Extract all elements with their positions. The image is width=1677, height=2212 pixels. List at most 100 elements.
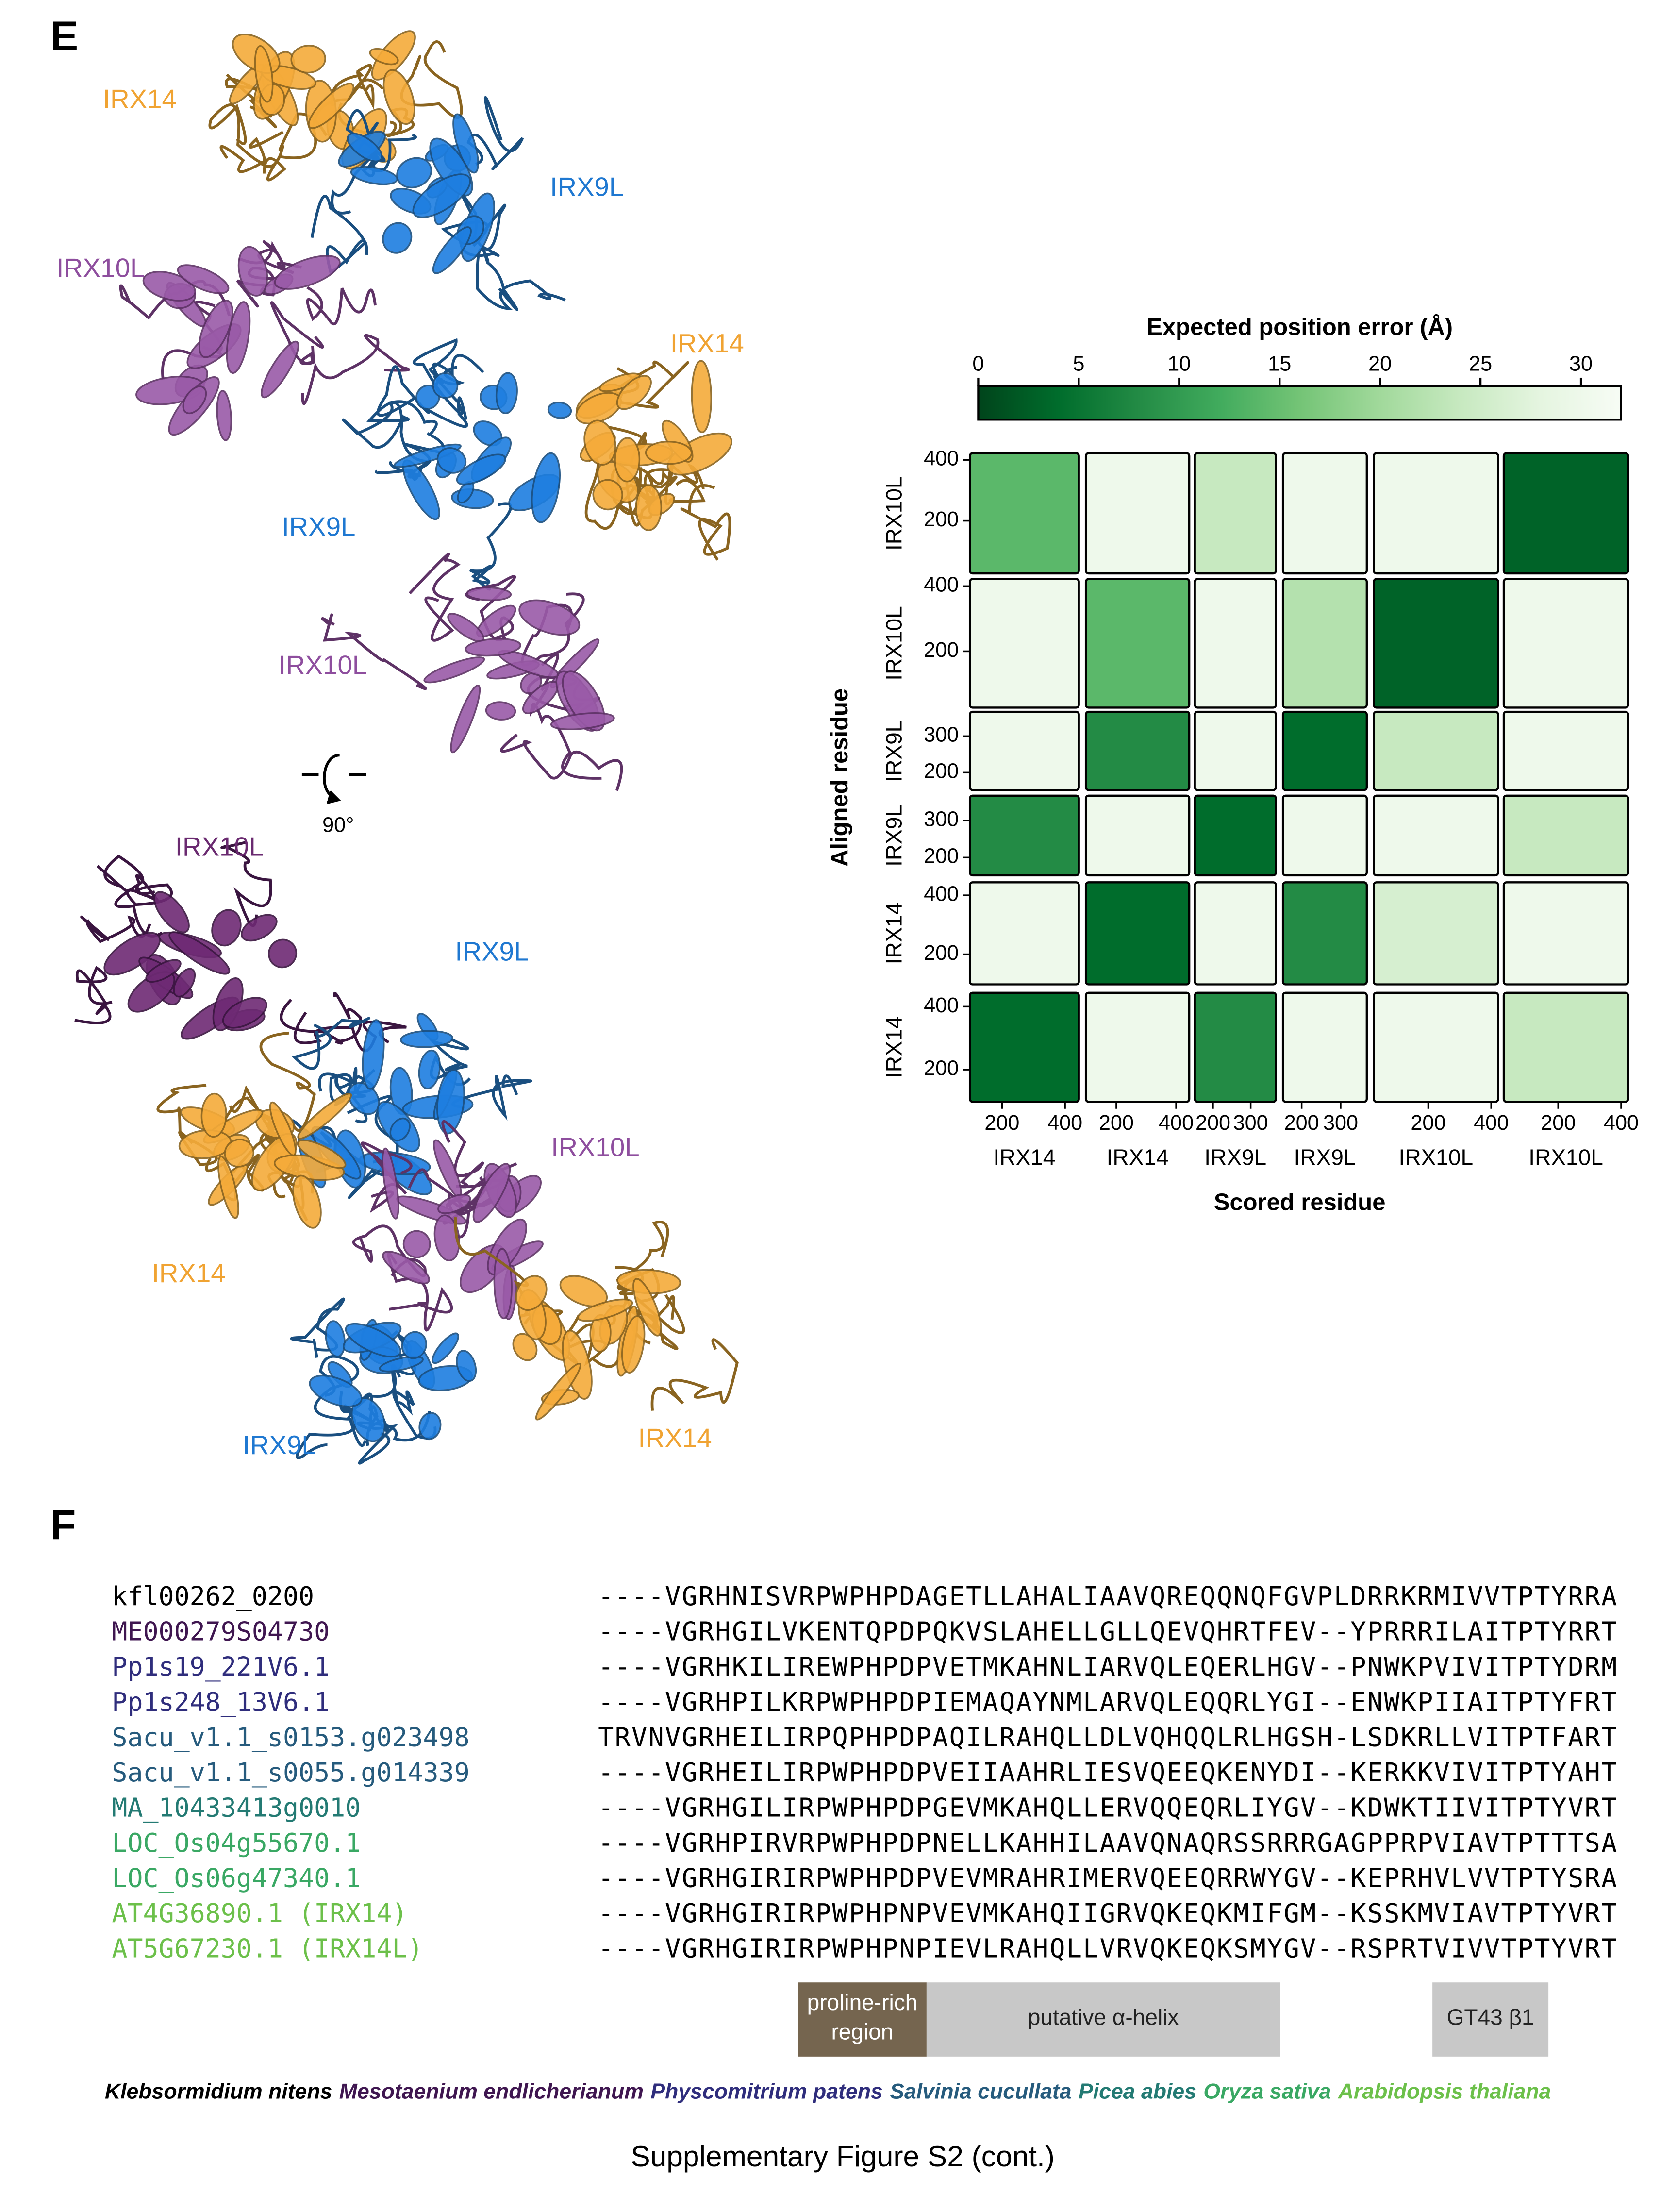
helix bbox=[485, 701, 516, 721]
helix bbox=[432, 372, 459, 399]
region-box bbox=[926, 1982, 1280, 2057]
helix bbox=[616, 375, 652, 410]
helix bbox=[173, 968, 196, 998]
coil bbox=[290, 1297, 345, 1358]
pae-block bbox=[1373, 578, 1499, 709]
pae-block bbox=[1502, 452, 1629, 575]
sequence: ----VGRHGILVKENTQPDPQKVSLAHELLGLLQEVQHRT… bbox=[598, 1617, 1617, 1647]
helix bbox=[269, 1101, 297, 1156]
x-tick-label: 200 bbox=[1284, 1111, 1319, 1135]
x-tick-label: 200 bbox=[984, 1111, 1019, 1135]
region-label: region bbox=[831, 2019, 893, 2044]
helix bbox=[369, 48, 399, 66]
sequence: ----VGRHGIRIRPWPHPNPVEVMKAHQIIGRVQKEQKMI… bbox=[598, 1898, 1617, 1928]
x-tick-label: 200 bbox=[1195, 1111, 1230, 1135]
structure-label: IRX9L bbox=[282, 511, 355, 541]
x-panel-label: IRX10L bbox=[1399, 1145, 1474, 1170]
y-panel-label: IRX9L bbox=[881, 804, 907, 867]
helix bbox=[432, 1332, 459, 1364]
helix bbox=[198, 300, 233, 358]
pae-block bbox=[1194, 794, 1277, 877]
helix bbox=[437, 1193, 471, 1214]
helix bbox=[598, 372, 641, 392]
species-name: Mesotaenium endlicherianum bbox=[339, 2079, 644, 2103]
helix bbox=[389, 1117, 411, 1141]
helix bbox=[379, 1356, 424, 1373]
colorbar-tick-label: 20 bbox=[1368, 352, 1392, 375]
structure-label: IRX14 bbox=[103, 84, 177, 114]
coil bbox=[387, 1252, 453, 1332]
y-tick-label: 200 bbox=[924, 1057, 959, 1080]
helix bbox=[237, 246, 268, 297]
helix bbox=[418, 1049, 441, 1089]
panel-letter: F bbox=[50, 1502, 76, 1548]
helix bbox=[592, 479, 623, 511]
pae-block bbox=[1084, 452, 1191, 575]
colorbar-tick-label: 30 bbox=[1569, 352, 1593, 375]
x-tick-label: 300 bbox=[1323, 1111, 1358, 1135]
helix bbox=[465, 638, 521, 657]
x-panel-label: IRX10L bbox=[1528, 1145, 1603, 1170]
y-tick-label: 400 bbox=[924, 994, 959, 1017]
y-tick-label: 200 bbox=[924, 845, 959, 868]
helix bbox=[666, 432, 732, 476]
helix bbox=[226, 301, 251, 374]
helix bbox=[177, 264, 230, 294]
helix bbox=[559, 1275, 608, 1307]
helix bbox=[168, 931, 231, 975]
x-tick-label: 400 bbox=[1047, 1111, 1082, 1135]
coil bbox=[96, 855, 163, 938]
structure-label: IRX14 bbox=[638, 1423, 712, 1453]
helix bbox=[217, 1156, 239, 1219]
helix bbox=[382, 1147, 399, 1220]
pae-block bbox=[1502, 578, 1629, 709]
colorbar-tick-label: 25 bbox=[1469, 352, 1492, 375]
species-name: Klebsormidium nitens bbox=[105, 2079, 332, 2103]
structure-label: IRX10L bbox=[279, 650, 367, 680]
pae-block bbox=[1373, 881, 1499, 986]
helix bbox=[290, 45, 326, 74]
colorbar-title: Expected position error (Å) bbox=[1146, 314, 1453, 340]
helix bbox=[127, 971, 175, 1013]
panel-letter: E bbox=[50, 13, 79, 60]
helix bbox=[216, 390, 232, 441]
colorbar-tick-label: 15 bbox=[1268, 352, 1291, 375]
x-panel-label: IRX14 bbox=[993, 1145, 1055, 1170]
coil bbox=[306, 286, 377, 326]
helix bbox=[309, 1374, 363, 1408]
helix bbox=[635, 484, 663, 531]
coil bbox=[451, 1074, 532, 1121]
colorbar-tick-label: 10 bbox=[1167, 352, 1191, 375]
rotation-label: 90° bbox=[322, 814, 354, 837]
helix bbox=[621, 1315, 646, 1374]
x-tick-label: 400 bbox=[1159, 1111, 1194, 1135]
helix bbox=[412, 173, 471, 218]
helix bbox=[362, 1019, 385, 1090]
pae-block bbox=[1502, 710, 1629, 791]
region-label: putative α-helix bbox=[1028, 2004, 1179, 2029]
helix bbox=[645, 440, 693, 465]
helix bbox=[382, 1251, 430, 1285]
sequence-name: Pp1s19_221V6.1 bbox=[112, 1652, 330, 1682]
pae-block bbox=[1084, 881, 1191, 986]
coil bbox=[650, 1338, 739, 1411]
x-tick-label: 400 bbox=[1604, 1111, 1639, 1135]
pae-block bbox=[968, 710, 1080, 791]
coil bbox=[342, 400, 438, 449]
pae-block bbox=[1281, 710, 1368, 791]
helix bbox=[325, 1320, 346, 1357]
helix bbox=[456, 453, 506, 486]
structure-label: IRX9L bbox=[455, 937, 529, 967]
pae-block bbox=[1281, 452, 1368, 575]
coil bbox=[220, 840, 272, 927]
sequence-name: Pp1s248_13V6.1 bbox=[112, 1687, 330, 1717]
pae-block bbox=[1084, 710, 1191, 791]
pae-block bbox=[1084, 794, 1191, 877]
sequence-name: LOC_Os04g55670.1 bbox=[112, 1828, 361, 1858]
helix bbox=[268, 938, 298, 969]
x-panel-label: IRX9L bbox=[1294, 1145, 1356, 1170]
helix bbox=[535, 1362, 581, 1421]
sequence-name: AT5G67230.1 (IRX14L) bbox=[112, 1934, 423, 1964]
sequence-name: Sacu_v1.1_s0153.g023498 bbox=[112, 1722, 469, 1752]
coil bbox=[74, 966, 113, 1024]
